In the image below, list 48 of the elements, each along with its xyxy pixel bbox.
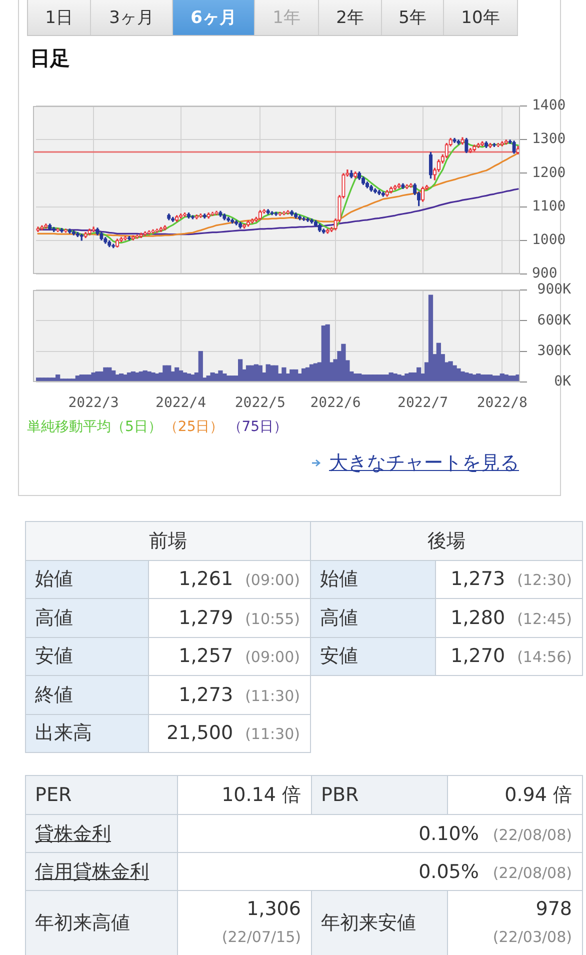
table-header-cell: 年初来安値 xyxy=(312,890,448,955)
chart-title: 日足 xyxy=(30,46,70,70)
table-cell: 0.10% (22/08/08) xyxy=(178,814,582,852)
table-cell: 1,261 (09:00) xyxy=(148,560,310,598)
table-cell: 21,500 (11:30) xyxy=(148,714,310,752)
table-header-cell: 年初来高値 xyxy=(26,890,178,955)
table-header-cell: 始値 xyxy=(26,560,148,598)
y-tick-label: 1200 xyxy=(532,164,566,181)
y-tick-label: 1100 xyxy=(532,198,566,214)
table-header-cell: 終値 xyxy=(26,676,148,714)
text: （75日） xyxy=(228,419,288,435)
x-tick-label: 2022/8 xyxy=(476,395,528,412)
x-tick-label: 2022/3 xyxy=(68,395,119,412)
table-header-cell: 安値 xyxy=(26,637,148,676)
x-tick-label: 2022/4 xyxy=(156,395,206,412)
table-cell: 1,280 (12:45) xyxy=(436,598,582,637)
x-tick-label: 2022/5 xyxy=(234,395,286,412)
x-tick-label: 2022/6 xyxy=(310,395,361,412)
y-tick-label: 1300 xyxy=(532,131,566,148)
table-header-cell: 前場 xyxy=(26,522,310,560)
table-header-cell: 貸株金利 xyxy=(26,814,178,852)
table-header-cell: PER xyxy=(26,776,178,814)
table-cell: 1,257 (09:00) xyxy=(148,637,310,676)
y-tick-label: 900K xyxy=(537,282,572,298)
y-tick-label: 1000 xyxy=(532,232,566,248)
y-tick-label: 600K xyxy=(537,312,572,328)
table-cell: 1,279 (10:55) xyxy=(148,598,310,637)
text: 大きなチャートを見る xyxy=(329,451,519,476)
table-header-cell: 高値 xyxy=(310,598,436,637)
table-header-cell: 高値 xyxy=(26,598,148,637)
table-header-cell: 安値 xyxy=(310,637,436,676)
table-cell: 1,270 (14:56) xyxy=(436,637,582,676)
text: 単純移動平均（5日） xyxy=(27,419,162,435)
table-header-cell: 後場 xyxy=(310,522,582,560)
table-header-cell: 出来高 xyxy=(26,714,148,752)
table-cell: 0.94 倍 xyxy=(448,776,582,814)
y-tick-label: 1400 xyxy=(532,98,566,114)
table-header-cell: 信用貸株金利 xyxy=(26,852,178,890)
y-tick-label: 900 xyxy=(532,266,558,282)
table-cell: 1,273 (11:30) xyxy=(148,676,310,714)
x-tick-label: 2022/7 xyxy=(398,395,448,412)
y-tick-label: 0K xyxy=(554,374,572,390)
table-header-cell: 始値 xyxy=(310,560,436,598)
text: （25日） xyxy=(164,419,224,435)
table-header-cell: PBR xyxy=(312,776,448,814)
y-tick-label: 300K xyxy=(537,342,572,359)
table-cell: 10.14 倍 xyxy=(178,776,312,814)
table-cell: 1,273 (12:30) xyxy=(436,560,582,598)
